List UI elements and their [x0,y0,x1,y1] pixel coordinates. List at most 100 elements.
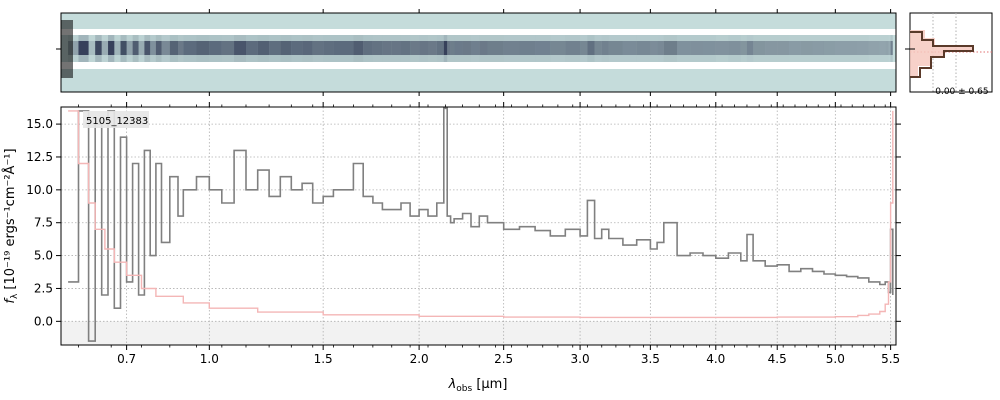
2d-halo-segment [68,35,79,62]
2d-halo-segment [372,35,383,62]
2d-halo-segment [740,35,747,62]
x-tick-label: 3.0 [571,352,590,366]
2d-trace-segment [114,41,121,55]
2d-halo-segment [245,35,258,62]
2d-trace-segment [487,41,504,55]
2d-trace-segment [382,41,392,55]
profile-annotation: -0.00 ± 0.65 [932,87,989,97]
2d-halo-segment [257,35,270,62]
2d-trace-segment [454,41,463,55]
2d-trace-segment [622,41,637,55]
2d-halo-segment [450,35,455,62]
2d-halo-segment [447,35,451,62]
2d-trace-segment [161,41,170,55]
2d-halo-segment [479,35,488,62]
y-axis-label: fλ [10⁻¹⁹ ergs⁻¹cm⁻²Å⁻¹] [2,148,20,303]
2d-trace-segment [777,41,790,55]
2d-trace-segment [690,41,704,55]
2d-halo-segment [765,35,778,62]
2d-trace-segment [88,41,96,55]
2d-halo-segment [196,35,210,62]
2d-trace-segment [343,41,354,55]
2d-halo-segment [657,35,664,62]
2d-trace-segment [333,41,344,55]
2d-trace-segment [462,41,471,55]
2d-halo-segment [382,35,392,62]
2d-trace-segment [447,41,451,55]
2d-trace-segment [363,41,373,55]
2d-halo-segment [823,35,836,62]
2d-halo-segment [436,35,444,62]
2d-halo-segment [78,35,89,62]
2d-trace-segment [138,41,145,55]
2d-halo-segment [363,35,373,62]
2d-halo-segment [410,35,420,62]
2d-trace-segment [608,41,623,55]
2d-spectrum-image [61,20,896,78]
2d-trace-segment [257,41,270,55]
2d-halo-segment [601,35,609,62]
2d-halo-segment [138,35,145,62]
2d-halo-segment [503,35,520,62]
2d-halo-segment [88,35,96,62]
2d-halo-segment [312,35,324,62]
2d-halo-segment [550,35,566,62]
2d-halo-segment [519,35,536,62]
2d-gap-bottom [61,62,896,69]
2d-halo-segment [183,35,197,62]
2d-halo-segment [428,35,437,62]
2d-trace-segment [846,41,858,55]
2d-trace-segment [108,41,115,55]
2d-trace-segment [857,41,869,55]
2d-trace-segment [765,41,778,55]
2d-halo-segment [419,35,429,62]
profile-panel: -0.00 ± 0.65 [905,12,993,97]
x-tick-label: 4.5 [768,352,787,366]
main-frame [60,106,897,346]
x-tick-label: 1.5 [314,352,333,366]
y-tick-label: 5.0 [34,249,53,263]
2d-trace-segment [120,41,127,55]
2d-trace-segment [657,41,664,55]
2d-halo-segment [715,35,729,62]
2d-halo-segment [868,35,880,62]
2d-trace-segment [663,41,678,55]
2d-trace-segment [728,41,741,55]
2d-trace-segment [677,41,691,55]
2d-trace-segment [789,41,801,55]
2d-frame [60,12,897,93]
2d-trace-segment [636,41,651,55]
x-tick-label: 1.0 [200,352,219,366]
2d-halo-segment [161,35,170,62]
2d-trace-segment [280,41,292,55]
2d-halo-segment [703,35,716,62]
2d-trace-segment [550,41,566,55]
2d-trace-segment [144,41,151,55]
2d-halo-segment [177,35,184,62]
2d-trace-segment [428,41,437,55]
y-tick-label: 0.0 [34,314,53,328]
2d-trace-segment [800,41,813,55]
2d-halo-segment [690,35,704,62]
2d-trace-segment [177,41,184,55]
2d-halo-segment [101,35,109,62]
2d-trace-segment [132,41,139,55]
profile-plot [905,12,993,93]
2d-trace-segment [450,41,455,55]
2d-halo-segment [580,35,588,62]
2d-trace-segment [183,41,197,55]
2d-halo-segment [454,35,463,62]
profile-model-fill [910,30,972,76]
2d-halo-segment [269,35,281,62]
2d-halo-segment [95,35,102,62]
2d-trace-segment [580,41,588,55]
2d-trace-segment [269,41,281,55]
2d-trace-segment [753,41,766,55]
2d-trace-segment [443,41,448,55]
2d-halo-segment [890,35,893,62]
2d-trace-segment [835,41,847,55]
y-axis: 0.0 2.5 5.0 7.5 10.0 12.5 15.0 [26,117,901,328]
2d-trace-segment [519,41,536,55]
y-tick-label: 7.5 [34,216,53,230]
